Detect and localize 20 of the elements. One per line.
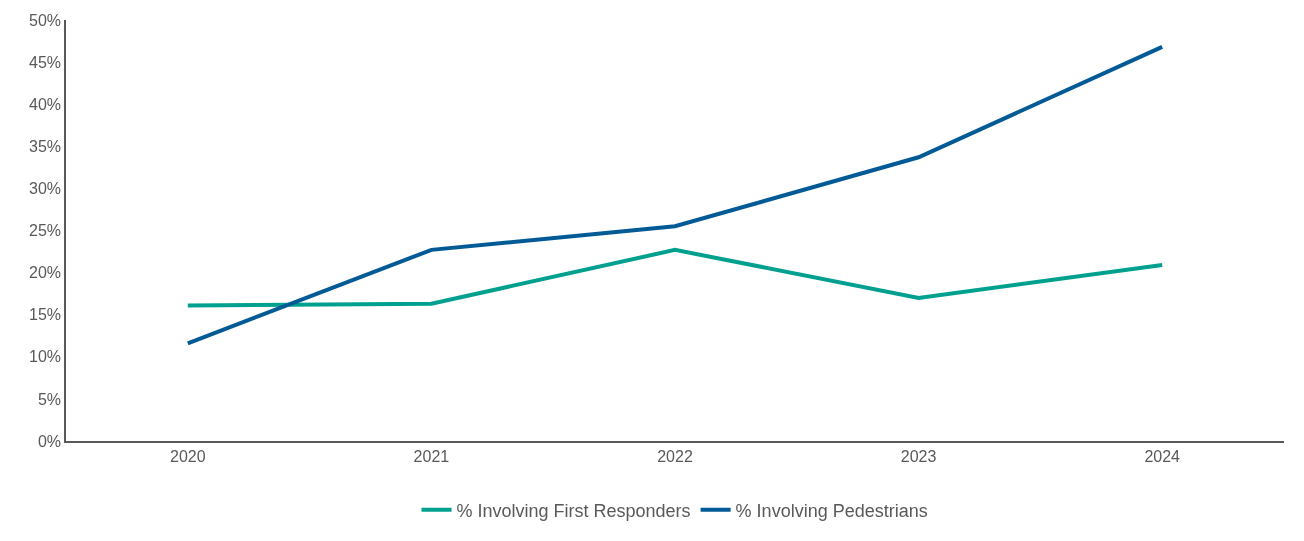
y-tick-label: 30% xyxy=(29,180,62,197)
y-tick-label: 0% xyxy=(37,432,62,450)
y-tick-label: 20% xyxy=(29,264,62,282)
legend-label: % Involving Pedestrians xyxy=(735,500,928,521)
x-tick-label: 2022 xyxy=(657,447,693,465)
line-series xyxy=(185,247,1165,308)
y-tick-label: 35% xyxy=(29,137,62,155)
y-tick-label: 45% xyxy=(29,53,62,71)
line-series xyxy=(185,44,1165,346)
y-tick-label: 50% xyxy=(29,11,62,29)
legend-label: % Involving First Responders xyxy=(456,500,691,521)
y-tick-label: 25% xyxy=(29,222,62,240)
y-tick-label: 15% xyxy=(29,306,62,324)
x-tick-label: 2021 xyxy=(413,447,450,465)
x-tick-label: 2023 xyxy=(900,447,937,465)
y-tick-label: 40% xyxy=(29,95,62,113)
x-tick-label: 2024 xyxy=(1144,447,1181,465)
y-tick-label: 10% xyxy=(29,348,62,366)
x-tick-label: 2020 xyxy=(170,447,206,465)
y-tick-label: 5% xyxy=(37,390,62,408)
